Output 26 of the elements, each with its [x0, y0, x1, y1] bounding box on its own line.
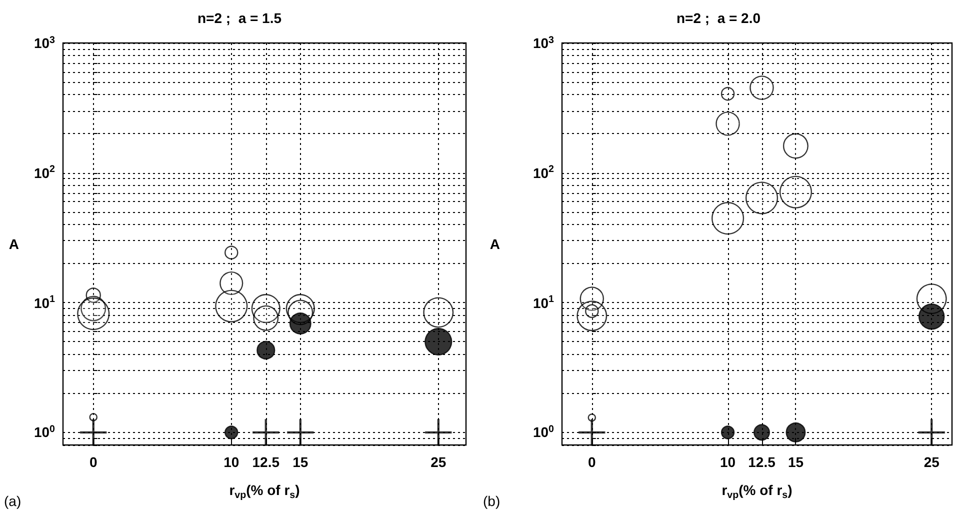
- y-axis-title: A: [8, 236, 19, 252]
- x-tick-label: 10: [224, 454, 240, 470]
- chart-title: n=2 ; a = 2.0: [676, 10, 761, 26]
- chart-title: n=2 ; a = 1.5: [197, 10, 282, 26]
- y-tick-label: 10$^{0}$: [532, 424, 554, 440]
- y-tick-label: 10$^{2}$: [34, 164, 55, 181]
- text: (a): [4, 493, 22, 509]
- x-tick-label: 15: [292, 454, 308, 470]
- x-axis-title: r$_{vp}$(% of r$_{s}$): [228, 482, 301, 502]
- x-tick-label: 10: [720, 454, 736, 470]
- x-axis-title: r$_{vp}$(% of r$_{s}$): [720, 482, 794, 502]
- x-tick-label: 25: [430, 454, 446, 470]
- text: (b): [483, 493, 500, 509]
- x-tick-label: 12.5: [748, 454, 776, 470]
- y-tick-label: 10$^{3}$: [34, 34, 55, 51]
- y-tick-label: 10$^{3}$: [532, 34, 554, 51]
- x-tick-label: 0: [588, 454, 596, 470]
- y-tick-label: 10$^{1}$: [532, 294, 554, 311]
- y-axis-title: A: [490, 236, 500, 252]
- x-tick-label: 12.5: [252, 454, 280, 470]
- x-tick-label: 25: [924, 454, 940, 470]
- x-tick-label: 0: [89, 454, 98, 470]
- x-tick-label: 15: [788, 454, 804, 470]
- y-tick-label: 10$^{1}$: [34, 294, 55, 311]
- y-tick-label: 10$^{2}$: [532, 164, 554, 181]
- y-tick-label: 10$^{0}$: [34, 424, 55, 440]
